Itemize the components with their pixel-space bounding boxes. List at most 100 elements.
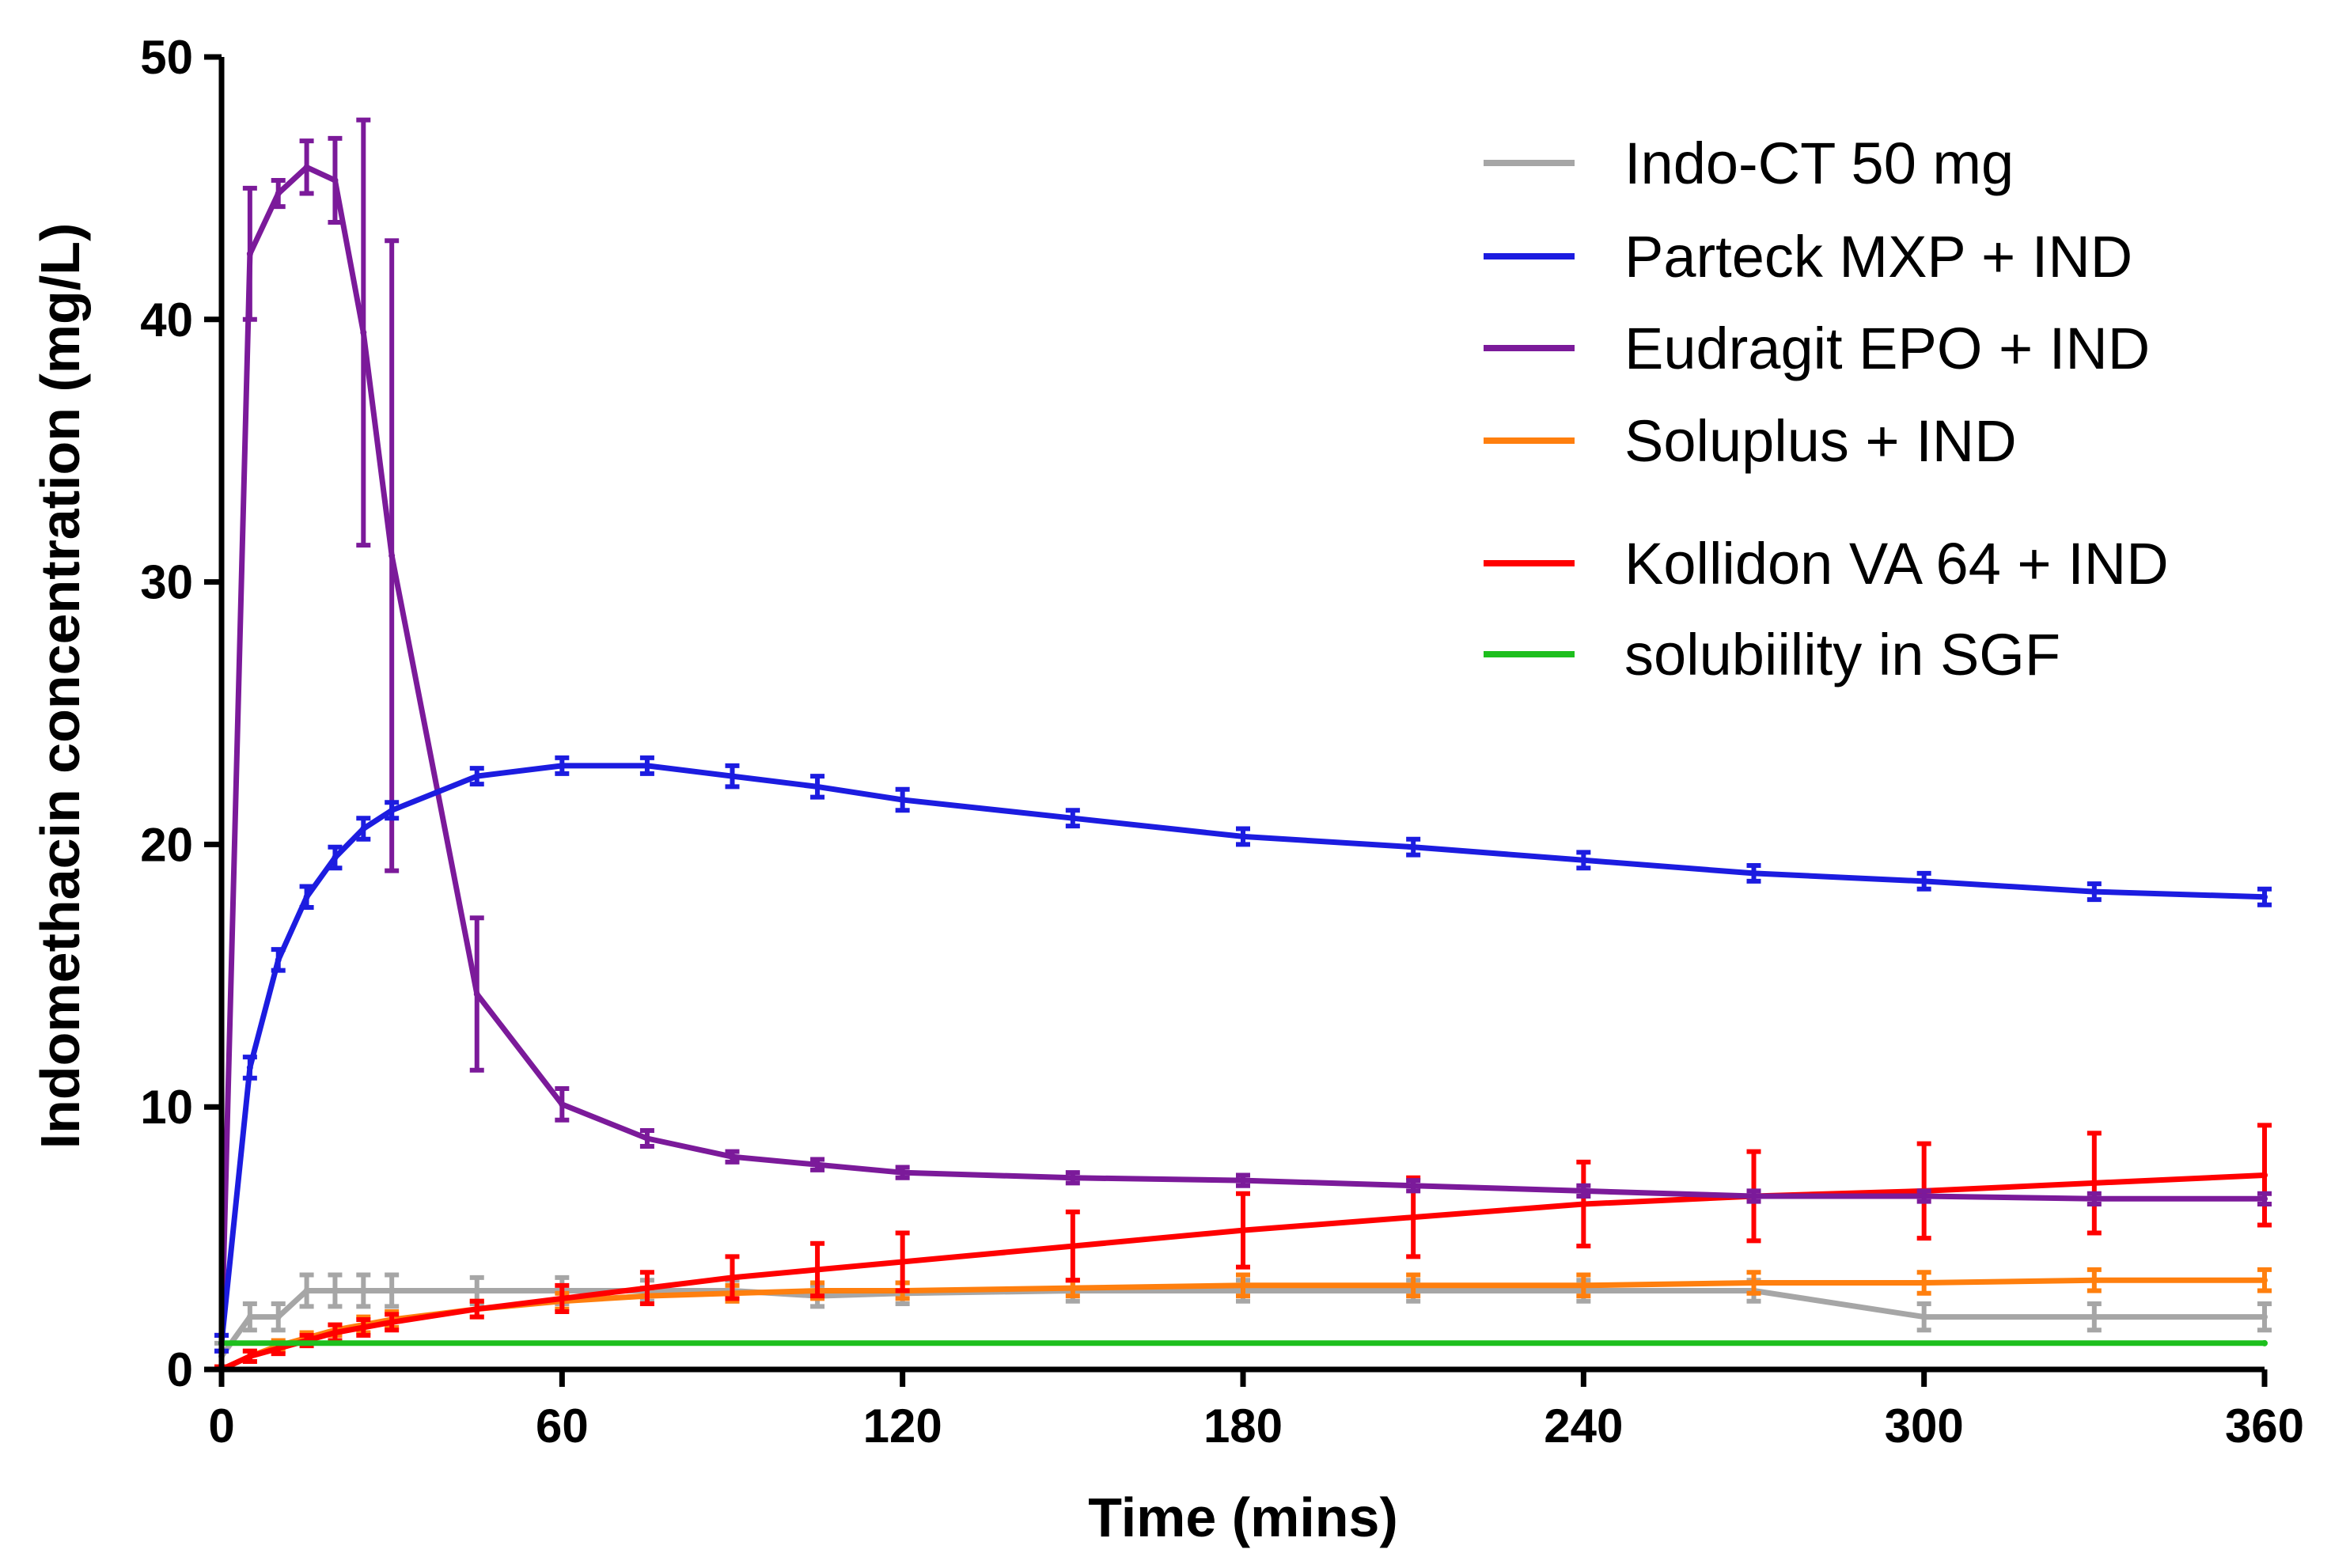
- legend-label: solubiility in SGF: [1624, 622, 2060, 687]
- data-point: [275, 190, 282, 197]
- legend: Indo-CT 50 mg Parteck MXP + IND Eudragit E…: [1484, 131, 2169, 687]
- data-point: [559, 1295, 566, 1302]
- legend-item: solubiility in SGF: [1484, 622, 2060, 687]
- x-tick-label: 120: [863, 1399, 942, 1452]
- data-point: [388, 552, 396, 559]
- series-solubiility-in-sgf: [218, 1339, 2268, 1346]
- y-tick-label: 0: [167, 1343, 193, 1396]
- data-point: [814, 1161, 821, 1168]
- data-point: [899, 1169, 906, 1176]
- data-point: [1750, 1193, 1757, 1200]
- data-point: [2261, 893, 2268, 900]
- data-point: [303, 164, 310, 171]
- data-point: [729, 1274, 736, 1281]
- data-point: [1750, 1279, 1757, 1286]
- data-point: [1920, 1193, 1927, 1200]
- data-point: [275, 1345, 282, 1352]
- data-point: [2261, 1313, 2268, 1320]
- data-point: [1069, 815, 1076, 822]
- data-point: [275, 956, 282, 964]
- data-point: [360, 1287, 367, 1294]
- data-point: [388, 1319, 396, 1326]
- y-tick-label: 20: [140, 818, 193, 871]
- data-point: [729, 1153, 736, 1161]
- legend-label: Eudragit EPO + IND: [1624, 316, 2150, 381]
- data-point: [332, 176, 339, 184]
- data-point: [332, 1287, 339, 1294]
- data-point: [473, 990, 480, 998]
- data-point: [559, 1100, 566, 1108]
- data-point: [303, 1287, 310, 1294]
- data-point: [1410, 1182, 1417, 1189]
- legend-label: Soluplus + IND: [1624, 408, 2017, 474]
- data-point: [643, 762, 650, 769]
- data-point: [729, 773, 736, 780]
- data-point: [246, 1064, 253, 1071]
- series-layer: [214, 117, 2272, 1373]
- legend-label: Indo-CT 50 mg: [1624, 131, 2014, 196]
- series-kollidon-va-64-ind: [214, 1123, 2272, 1373]
- x-tick-label: 0: [208, 1399, 234, 1452]
- data-point: [1069, 1174, 1076, 1181]
- data-point: [2261, 1172, 2268, 1179]
- data-point: [1920, 877, 1927, 884]
- series-parteck-mxp-ind: [214, 755, 2272, 1354]
- data-point: [2261, 1277, 2268, 1284]
- data-point: [332, 1329, 339, 1336]
- data-point: [2261, 1195, 2268, 1203]
- data-point: [246, 250, 253, 257]
- x-tick-label: 300: [1885, 1399, 1964, 1452]
- data-point: [1580, 1187, 1587, 1195]
- x-tick-label: 240: [1544, 1399, 1623, 1452]
- data-point: [1580, 1282, 1587, 1289]
- y-axis-title: Indomethacin concentration (mg/L): [29, 223, 91, 1149]
- data-point: [360, 825, 367, 832]
- y-tick-label: 50: [140, 31, 193, 84]
- data-point: [2090, 1277, 2098, 1284]
- data-point: [332, 854, 339, 861]
- data-point: [559, 762, 566, 769]
- data-point: [643, 1135, 650, 1142]
- data-point: [1069, 1243, 1076, 1250]
- data-point: [1920, 1313, 1927, 1320]
- data-point: [1240, 1227, 1246, 1234]
- data-point: [388, 807, 396, 814]
- data-point: [360, 1324, 367, 1331]
- data-point: [814, 783, 821, 790]
- data-point: [473, 1305, 480, 1312]
- data-point: [1580, 1200, 1587, 1207]
- data-point: [1580, 857, 1587, 864]
- data-point: [246, 1313, 253, 1320]
- data-point: [1240, 1177, 1246, 1184]
- data-point: [899, 1258, 906, 1265]
- data-point: [2090, 1313, 2098, 1320]
- x-axis-title: Time (mins): [1088, 1487, 1398, 1548]
- legend-item: Eudragit EPO + IND: [1484, 316, 2150, 381]
- data-point: [388, 1287, 396, 1294]
- tick-labels: 0 60 120 180 240 300 360 0 10 20 30 40 50: [140, 31, 2304, 1452]
- legend-item: Parteck MXP + IND: [1484, 224, 2132, 290]
- data-point: [1410, 1214, 1417, 1221]
- data-point: [303, 893, 310, 900]
- series-eudragit-epo-ind: [214, 117, 2272, 1354]
- data-point: [2090, 888, 2098, 896]
- data-point: [2090, 1195, 2098, 1203]
- data-point: [2261, 1339, 2268, 1346]
- data-point: [1410, 843, 1417, 850]
- axes: [204, 54, 2268, 1387]
- x-tick-label: 60: [536, 1399, 589, 1452]
- x-tick-label: 180: [1203, 1399, 1283, 1452]
- legend-label: Kollidon VA 64 + IND: [1624, 531, 2169, 597]
- data-point: [246, 1353, 253, 1360]
- legend-item: Kollidon VA 64 + IND: [1484, 531, 2169, 597]
- data-point: [473, 773, 480, 780]
- y-tick-label: 10: [140, 1081, 193, 1134]
- data-point: [2090, 1180, 2098, 1187]
- x-tick-label: 360: [2225, 1399, 2304, 1452]
- data-point: [1240, 1282, 1246, 1289]
- data-point: [814, 1266, 821, 1273]
- legend-label: Parteck MXP + IND: [1624, 224, 2132, 290]
- data-point: [899, 796, 906, 803]
- data-point: [1920, 1279, 1927, 1286]
